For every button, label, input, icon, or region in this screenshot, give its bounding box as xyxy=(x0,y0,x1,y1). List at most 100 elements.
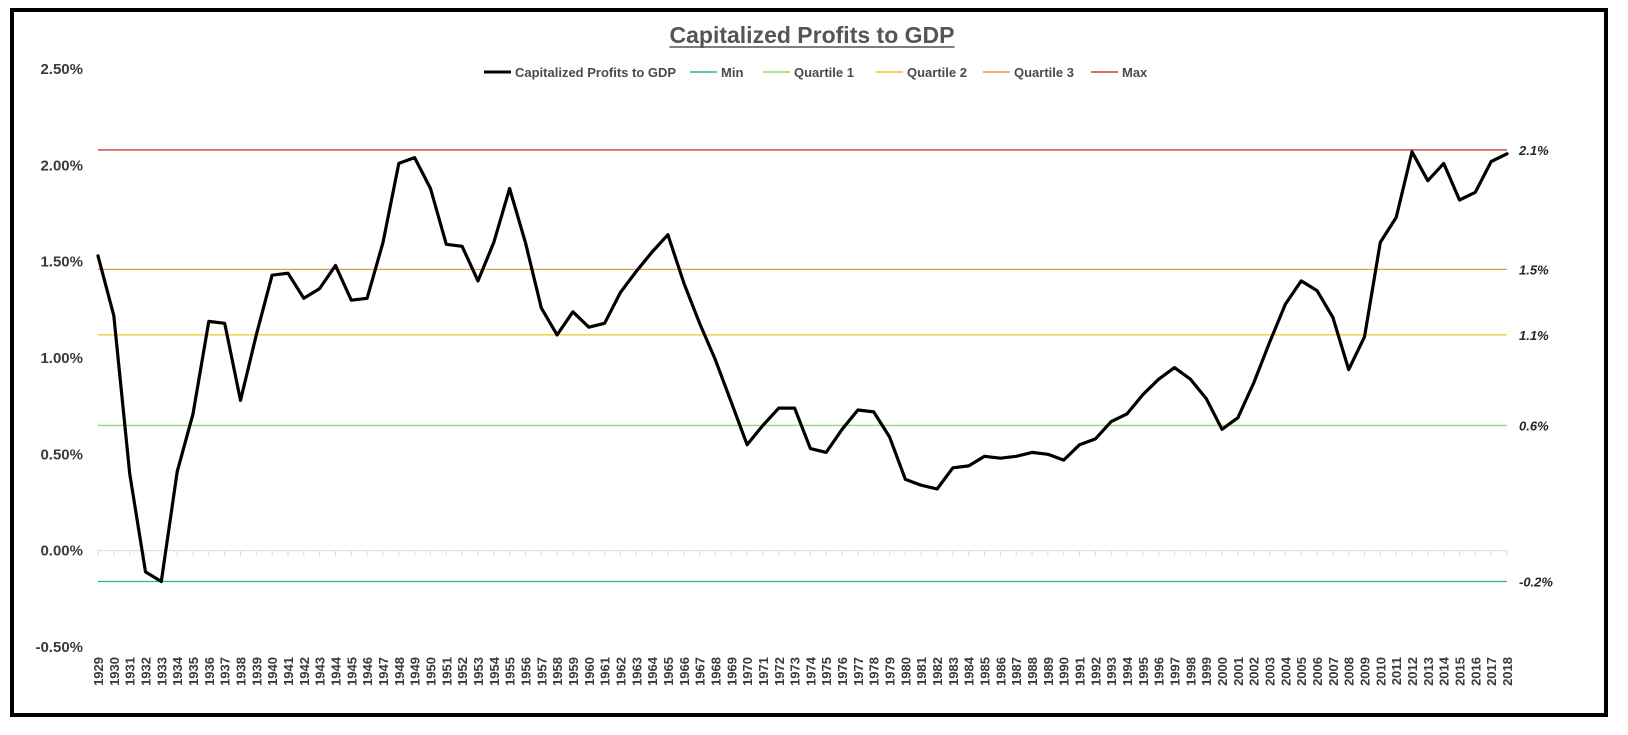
data-point xyxy=(160,580,163,583)
data-point xyxy=(1347,368,1350,371)
data-point xyxy=(175,470,179,473)
x-tick-label: 1932 xyxy=(138,657,153,686)
data-point xyxy=(1141,393,1145,396)
data-point xyxy=(935,487,939,491)
x-tick-label: 1948 xyxy=(392,657,407,686)
data-point xyxy=(112,314,116,317)
x-tick-label: 1984 xyxy=(962,656,977,686)
x-tick-label: 2012 xyxy=(1405,657,1420,686)
x-tick-label: 1949 xyxy=(408,657,423,686)
data-point xyxy=(1110,420,1113,423)
x-tick-label: 1953 xyxy=(471,657,486,686)
x-tick-label: 1950 xyxy=(423,657,438,686)
data-point xyxy=(603,322,606,325)
data-point xyxy=(1173,366,1176,369)
data-point xyxy=(302,297,306,300)
x-tick-label: 1987 xyxy=(1009,657,1024,686)
data-point xyxy=(793,406,796,410)
x-tick-label: 1956 xyxy=(518,657,533,686)
x-tick-label: 1930 xyxy=(107,657,122,686)
x-tick-label: 2016 xyxy=(1468,657,1483,686)
data-point xyxy=(365,297,369,300)
data-point xyxy=(476,279,480,283)
x-tick-label: 1993 xyxy=(1104,657,1119,686)
data-point xyxy=(1220,428,1224,431)
x-axis: 1929 1930 1931 1932 1933 1934 1935 1936 1937 1938… xyxy=(91,550,1515,686)
y-tick-label: 0.50% xyxy=(40,446,83,463)
data-point xyxy=(445,243,448,246)
data-point xyxy=(1268,341,1271,344)
data-point xyxy=(460,245,464,248)
data-point xyxy=(1315,289,1319,292)
reference-lines: -0.2% 0.6% 1.1% 1.5% 2.1% xyxy=(98,143,1553,589)
data-point xyxy=(1078,443,1081,446)
data-point xyxy=(872,410,875,414)
data-point xyxy=(587,325,590,329)
data-point xyxy=(1030,451,1034,454)
data-point xyxy=(761,424,765,427)
x-tick-label: 2005 xyxy=(1294,657,1309,686)
data-point xyxy=(1410,150,1414,154)
legend-label: Quartile 2 xyxy=(907,65,967,80)
x-tick-label: 1947 xyxy=(376,657,391,686)
x-tick-label: 2009 xyxy=(1358,657,1373,686)
x-tick-label: 1963 xyxy=(629,657,644,686)
chart-frame xyxy=(10,8,1608,717)
data-point xyxy=(1205,397,1208,400)
x-tick-label: 1994 xyxy=(1120,656,1135,686)
y-tick-label: -0.50% xyxy=(35,639,83,656)
x-tick-label: 1939 xyxy=(249,657,264,686)
data-point xyxy=(714,358,717,362)
data-point xyxy=(635,270,638,273)
data-point xyxy=(777,406,780,410)
data-point xyxy=(698,322,701,325)
data-point xyxy=(1426,179,1430,182)
data-point xyxy=(270,273,274,277)
x-tick-label: 1951 xyxy=(439,657,454,686)
x-tick-label: 2000 xyxy=(1215,657,1230,686)
data-point xyxy=(524,241,527,244)
data-point xyxy=(144,570,147,574)
x-tick-label: 1992 xyxy=(1088,657,1103,686)
data-point xyxy=(999,456,1002,460)
x-tick-label: 1996 xyxy=(1152,657,1167,686)
x-tick-label: 1941 xyxy=(281,657,296,686)
reference-label-max: 2.1% xyxy=(1518,143,1549,158)
data-point xyxy=(888,435,891,439)
x-tick-label: 1982 xyxy=(930,657,945,686)
x-tick-label: 1981 xyxy=(914,657,929,686)
data-point xyxy=(318,287,321,290)
data-point xyxy=(904,478,907,481)
data-point xyxy=(381,241,385,244)
data-point xyxy=(540,306,543,310)
legend-item: Max xyxy=(1091,65,1148,80)
data-point xyxy=(1474,191,1477,194)
data-point xyxy=(682,281,685,285)
x-tick-label: 1962 xyxy=(613,657,628,686)
x-tick-label: 1972 xyxy=(772,657,787,686)
x-tick-label: 1955 xyxy=(503,657,518,686)
x-tick-label: 1929 xyxy=(91,657,106,686)
data-point xyxy=(1284,302,1287,306)
x-tick-label: 2018 xyxy=(1500,657,1515,686)
reference-label-quartile-1: 0.6% xyxy=(1519,418,1549,433)
x-tick-label: 1990 xyxy=(1057,657,1072,686)
data-point xyxy=(951,466,955,470)
data-point xyxy=(1505,152,1509,155)
x-tick-label: 1969 xyxy=(724,657,739,686)
data-point xyxy=(555,333,559,337)
legend-label: Quartile 1 xyxy=(794,65,854,80)
data-point xyxy=(96,254,100,258)
x-tick-label: 2001 xyxy=(1231,657,1246,686)
x-tick-label: 1931 xyxy=(123,657,138,686)
x-tick-label: 1967 xyxy=(693,657,708,686)
x-tick-label: 1938 xyxy=(233,657,248,686)
data-point xyxy=(1062,458,1065,462)
y-tick-label: 1.00% xyxy=(40,350,83,367)
x-tick-label: 2017 xyxy=(1484,657,1499,686)
data-point xyxy=(856,408,860,412)
x-tick-label: 1933 xyxy=(154,657,169,686)
x-tick-label: 2011 xyxy=(1389,657,1404,685)
data-point xyxy=(1252,381,1255,385)
